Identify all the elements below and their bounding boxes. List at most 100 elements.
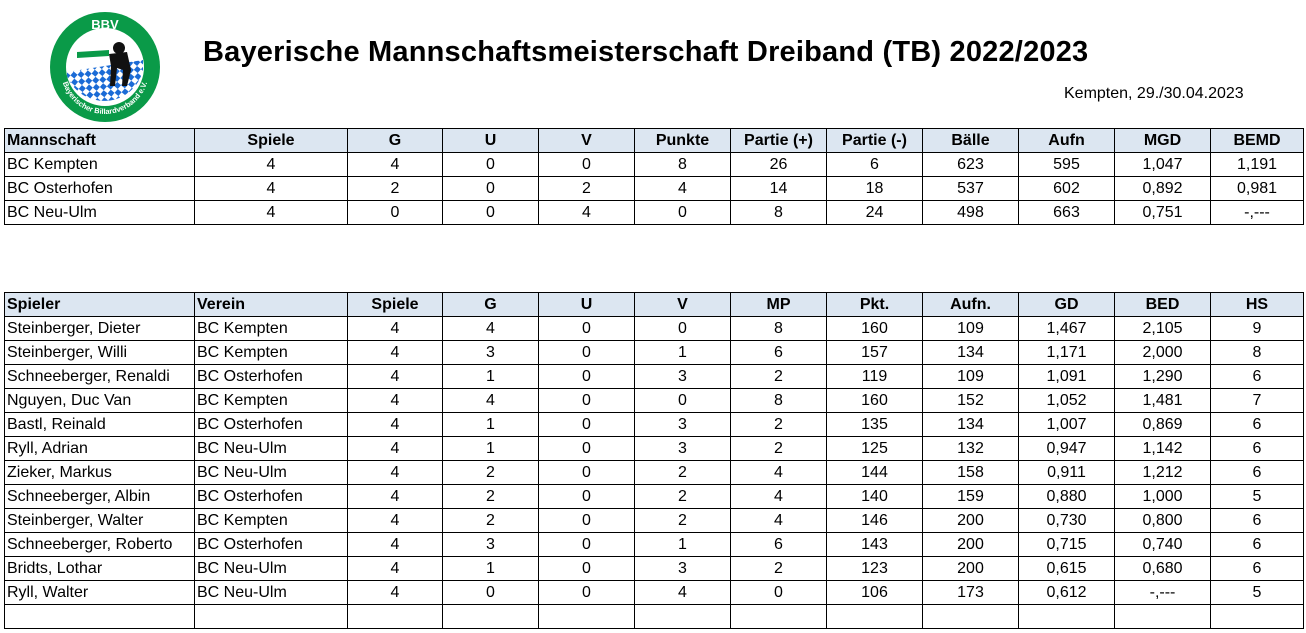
table-cell: 0,715	[1018, 532, 1115, 557]
table-cell: 1	[442, 364, 539, 389]
empty-cell	[1114, 604, 1211, 629]
table-cell: 200	[922, 532, 1019, 557]
column-header: GD	[1018, 292, 1115, 317]
empty-cell	[922, 604, 1019, 629]
table-cell: 18	[826, 176, 923, 201]
table-cell: 1,171	[1018, 340, 1115, 365]
table-cell: BC Osterhofen	[194, 484, 348, 509]
table-cell: BC Osterhofen	[194, 412, 348, 437]
table-cell: 6	[1210, 532, 1304, 557]
empty-cell	[1018, 604, 1115, 629]
table-cell: 2	[634, 484, 731, 509]
table-cell: 623	[922, 152, 1019, 177]
table-cell: 0	[634, 316, 731, 341]
table-cell: 3	[634, 412, 731, 437]
column-header: MP	[730, 292, 827, 317]
column-header: Aufn	[1018, 128, 1115, 153]
table-cell: 6	[1210, 460, 1304, 485]
table-cell: 4	[347, 580, 443, 605]
table-cell: 1	[442, 556, 539, 581]
table-cell: 3	[634, 436, 731, 461]
table-cell: 0,981	[1210, 176, 1304, 201]
table-cell: 6	[1210, 556, 1304, 581]
table-cell: 135	[826, 412, 923, 437]
player-row: Ryll, Adrian BC Neu-Ulm 4 1 0 3 2 125 132 0,947 1,…	[4, 436, 1304, 461]
table-cell: 4	[442, 388, 539, 413]
table-cell: 1,142	[1114, 436, 1211, 461]
table-cell: 134	[922, 340, 1019, 365]
table-cell: 2	[730, 436, 827, 461]
table-cell: 0	[538, 556, 635, 581]
table-cell: 26	[730, 152, 827, 177]
table-cell: -,---	[1114, 580, 1211, 605]
column-header: U	[538, 292, 635, 317]
table-cell: 4	[194, 176, 348, 201]
table-cell: 3	[634, 364, 731, 389]
player-row: Bridts, Lothar BC Neu-Ulm 4 1 0 3 2 123 200 0,615…	[4, 556, 1304, 581]
player-row: Steinberger, Willi BC Kempten 4 3 0 1 6 157 134 1…	[4, 340, 1304, 365]
table-cell: 0	[730, 580, 827, 605]
column-header: Spiele	[194, 128, 348, 153]
table-cell: 2	[730, 364, 827, 389]
empty-cell	[634, 604, 731, 629]
table-cell: Ryll, Walter	[4, 580, 195, 605]
table-cell: 2	[634, 460, 731, 485]
table-cell: 160	[826, 316, 923, 341]
table-cell: 4	[538, 200, 635, 225]
table-cell: BC Neu-Ulm	[194, 556, 348, 581]
event-location-date: Kempten, 29./30.04.2023	[1064, 85, 1244, 102]
empty-cell	[347, 604, 443, 629]
column-header: Spieler	[4, 292, 195, 317]
column-header: Punkte	[634, 128, 731, 153]
table-cell: 4	[347, 508, 443, 533]
table-cell: 0	[538, 508, 635, 533]
table-cell: 4	[194, 152, 348, 177]
table-cell: Steinberger, Willi	[4, 340, 195, 365]
table-cell: 5	[1210, 580, 1304, 605]
table-cell: 4	[730, 484, 827, 509]
table-cell: 3	[442, 340, 539, 365]
player-standings-table: Spieler Verein Spiele G U V MP Pkt. Aufn. GD BED HS…	[4, 292, 1304, 629]
table-cell: BC Neu-Ulm	[4, 200, 195, 225]
table-cell: 2	[347, 176, 443, 201]
empty-row	[4, 604, 1304, 629]
table-cell: 24	[826, 200, 923, 225]
table-cell: 1,467	[1018, 316, 1115, 341]
table-cell: 4	[347, 316, 443, 341]
table-cell: 8	[730, 316, 827, 341]
table-cell: BC Kempten	[194, 340, 348, 365]
column-header: BED	[1114, 292, 1211, 317]
table-cell: 1	[442, 412, 539, 437]
column-header: Spiele	[347, 292, 443, 317]
table-cell: 2	[538, 176, 635, 201]
team-standings-table: Mannschaft Spiele G U V Punkte Partie (+) Parti…	[4, 128, 1304, 225]
table-cell: 6	[1210, 436, 1304, 461]
table-cell: 2	[634, 508, 731, 533]
logo-abbreviation: BBV	[91, 17, 119, 32]
table-cell: 0	[442, 176, 539, 201]
table-cell: 106	[826, 580, 923, 605]
player-rows: Steinberger, Dieter BC Kempten 4 4 0 0 8 160 109…	[4, 316, 1304, 629]
table-cell: Ryll, Adrian	[4, 436, 195, 461]
column-header: HS	[1210, 292, 1304, 317]
column-header: MGD	[1114, 128, 1211, 153]
team-rows: BC Kempten 4 4 0 0 8 26 6 623 595 1,047 1,191 BC Ost…	[4, 152, 1304, 225]
table-cell: 0	[538, 484, 635, 509]
table-cell: 6	[1210, 412, 1304, 437]
table-cell: 0,612	[1018, 580, 1115, 605]
player-row: Nguyen, Duc Van BC Kempten 4 4 0 0 8 160 152 1,05…	[4, 388, 1304, 413]
table-cell: 1,212	[1114, 460, 1211, 485]
table-cell: 0	[538, 580, 635, 605]
table-cell: 200	[922, 556, 1019, 581]
player-row: Ryll, Walter BC Neu-Ulm 4 0 0 4 0 106 173 0,612 -,…	[4, 580, 1304, 605]
table-cell: 0,615	[1018, 556, 1115, 581]
column-header: Partie (+)	[730, 128, 827, 153]
table-cell: 0	[538, 340, 635, 365]
empty-cell	[442, 604, 539, 629]
table-cell: Steinberger, Dieter	[4, 316, 195, 341]
table-cell: 0,892	[1114, 176, 1211, 201]
table-cell: 2	[442, 460, 539, 485]
table-cell: Schneeberger, Albin	[4, 484, 195, 509]
table-cell: 6	[730, 340, 827, 365]
empty-cell	[538, 604, 635, 629]
